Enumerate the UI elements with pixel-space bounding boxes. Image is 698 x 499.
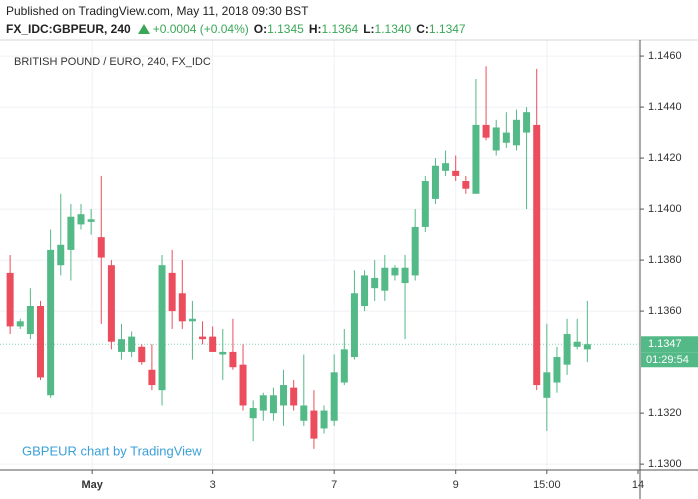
candle-body [269,395,277,414]
y-tick-label: 1.1380 [648,254,682,266]
y-tick-label: 1.1360 [648,305,682,317]
countdown: 01:29:54 [646,354,689,366]
y-tick-label: 1.1320 [648,407,682,419]
candle-body [401,267,409,284]
last-price-box [641,336,698,353]
candle-body [523,112,531,133]
ohlc-key: O: [253,22,268,36]
last-price-label: 1.1347 [648,338,682,350]
candle-body [188,318,196,322]
candle-body [320,410,328,429]
candle-body [118,339,126,352]
candle-body [543,372,551,398]
ohlc-key: C: [416,22,429,36]
candle-body [462,181,470,189]
candle-body [340,349,348,383]
countdown-box [641,352,698,368]
ohlc-value: 1.1364 [321,22,359,36]
candle-body [6,272,14,327]
candle-body [219,351,227,355]
y-tick-label: 1.1420 [648,152,682,164]
candle-body [259,395,267,411]
candle-body [26,306,34,335]
y-tick-label: 1.1460 [648,50,682,62]
candle-body [77,214,85,225]
candle-body [128,336,136,352]
candle-body [97,237,105,258]
candle-body [199,336,207,340]
candle-body [209,336,217,352]
x-tick-label: 3 [210,479,216,491]
candle-body [239,364,247,406]
x-tick-label: 9 [453,479,459,491]
y-tick-label: 1.1440 [648,101,682,113]
ohlc-key: H: [308,22,322,36]
candle-body [350,293,358,358]
candle-body [249,408,257,419]
candle-body [371,277,379,289]
candle-body [330,372,338,421]
candle-body [87,219,95,222]
ohlc-value: 1.1340 [374,22,412,36]
candle-body [553,357,561,383]
candle-body [178,293,186,322]
chart-title: BRITISH POUND / EURO, 240, FX_IDC [14,56,211,68]
change: +0.0004 (+0.04%) [152,22,249,36]
published-line: Published on TradingView.com, May 11, 20… [6,4,309,18]
candle-body [421,181,429,227]
candle-body [533,124,541,386]
candle-body [300,405,308,421]
candle-body [482,124,490,138]
candle-body [229,351,237,368]
ohlc-key: L: [363,22,375,36]
candle-body [138,346,146,363]
candle-body [563,334,571,365]
candle-body [57,244,65,266]
candle-body [512,119,520,146]
up-arrow [137,24,150,34]
watermark: GBPEUR chart by TradingView [22,443,202,458]
x-tick-label: 14 [632,479,644,491]
candle-body [67,216,75,250]
x-tick-label: May [81,479,103,491]
ohlc-value: 1.1347 [428,22,466,36]
ohlc-value: 1.1345 [267,22,304,36]
candle-body [583,344,591,350]
candle-body [37,306,45,378]
candle-body [16,321,24,327]
x-tick-label: 7 [331,479,337,491]
candle-body [361,275,369,307]
candle-body [381,267,389,291]
y-tick-label: 1.1300 [648,458,682,470]
candle-body [452,170,460,176]
candle-body [47,249,55,396]
y-tick-label: 1.1400 [648,203,682,215]
candle-body [158,265,166,391]
candle-body [411,226,419,276]
candle-body [280,385,288,406]
candle-body [310,410,318,439]
symbol: FX_IDC:GBPEUR, 240 [6,22,131,36]
candle-body [107,265,115,342]
candle-body [472,124,480,194]
candle-body [391,267,399,276]
candle-body [168,272,176,312]
candle-body [502,132,510,143]
candle-body [148,369,156,386]
candle-body [573,341,581,347]
x-tick-label: 15:00 [533,479,561,491]
symbol-line: FX_IDC:GBPEUR, 240 +0.0004 (+0.04%) O: 1.… [6,22,466,36]
candle-body [431,165,439,199]
candle-body [442,163,450,171]
candle-body [290,387,298,406]
candle-body [492,127,500,151]
